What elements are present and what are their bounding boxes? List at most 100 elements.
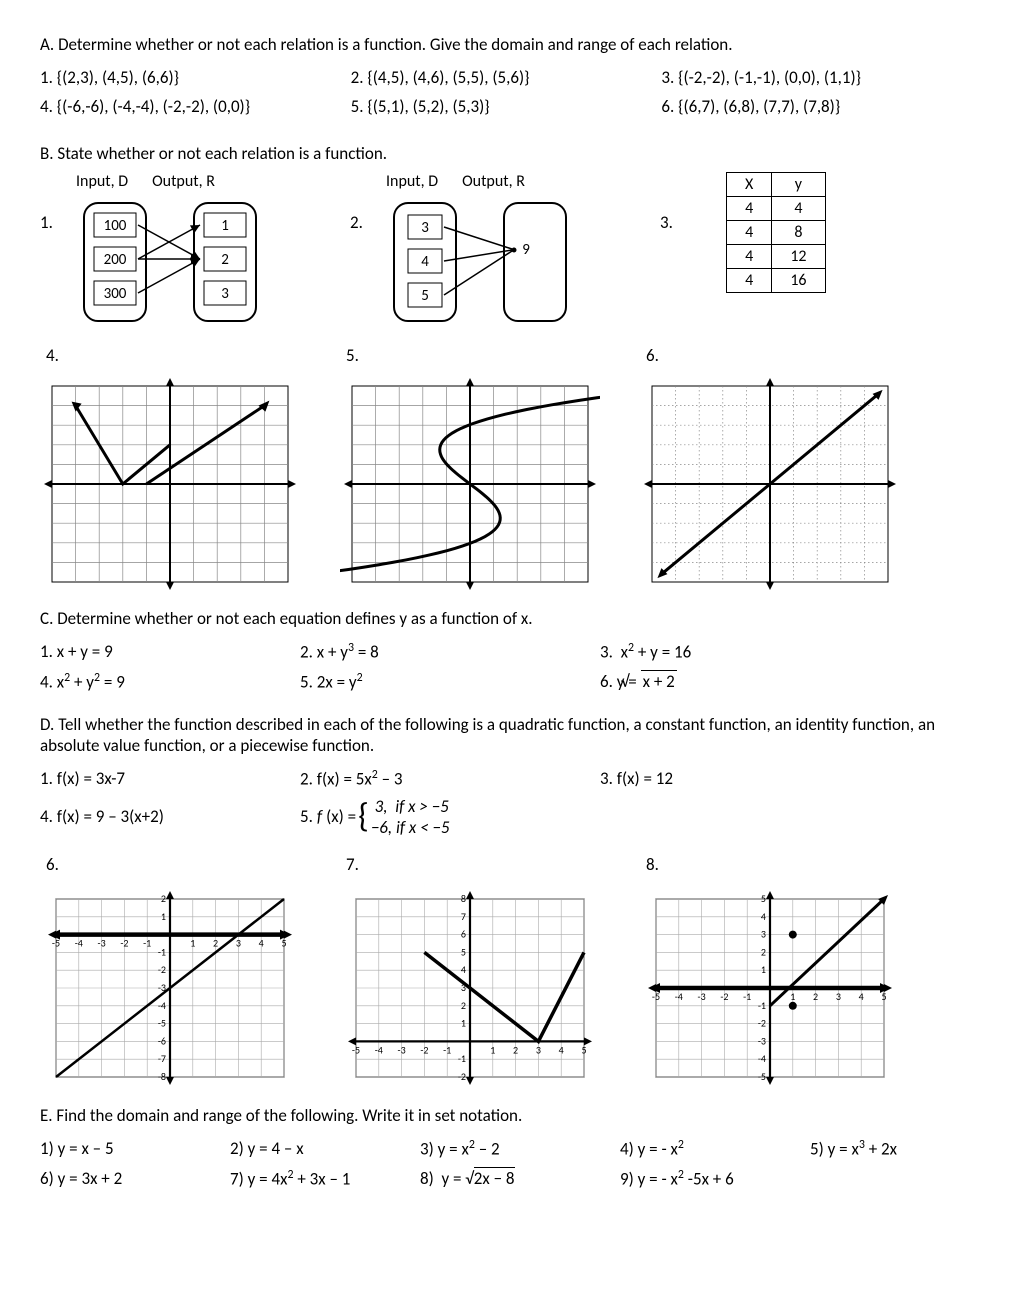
e1: 1) y = x – 5 xyxy=(40,1138,230,1159)
svg-text:1: 1 xyxy=(190,937,195,950)
b3-th-x: X xyxy=(727,173,772,197)
svg-text:4: 4 xyxy=(559,1043,564,1056)
section-d-title: D. Tell whether the function described i… xyxy=(40,714,972,756)
c6: 6. y = x + 2√ xyxy=(600,671,972,692)
svg-text:5: 5 xyxy=(581,1043,586,1056)
svg-text:5: 5 xyxy=(281,937,286,950)
svg-text:-2: -2 xyxy=(720,990,728,1003)
svg-text:-5: -5 xyxy=(758,1070,766,1083)
section-b: B. State whether or not each relation is… xyxy=(40,143,972,594)
svg-text:-4: -4 xyxy=(675,990,683,1003)
section-e-title: E. Find the domain and range of the foll… xyxy=(40,1105,972,1126)
svg-text:8: 8 xyxy=(461,892,466,905)
svg-text:-1: -1 xyxy=(758,999,766,1012)
svg-text:4: 4 xyxy=(859,990,864,1003)
b1-in-0: 100 xyxy=(104,217,127,235)
a-item-4: 4. {(-6,-6), (-4,-4), (-2,-2), (0,0)} xyxy=(40,96,351,117)
svg-text:4: 4 xyxy=(761,910,766,923)
section-c: C. Determine whether or not each equatio… xyxy=(40,608,972,696)
a-row-2: 4. {(-6,-6), (-4,-4), (-2,-2), (0,0)} 5.… xyxy=(40,92,972,121)
section-b-title: B. State whether or not each relation is… xyxy=(40,143,972,164)
b3-th-y: y xyxy=(772,173,825,197)
svg-text:5: 5 xyxy=(761,892,766,905)
svg-text:-4: -4 xyxy=(375,1043,383,1056)
e6: 6) y = 3x + 2 xyxy=(40,1168,230,1189)
svg-text:-7: -7 xyxy=(158,1052,166,1065)
b1-out-2: 3 xyxy=(221,285,229,303)
c4: 4. x2 + y2 = 9 xyxy=(40,671,300,693)
svg-text:5: 5 xyxy=(421,287,429,305)
svg-text:-1: -1 xyxy=(743,990,751,1003)
e5: 5) y = x3 + 2x xyxy=(810,1138,897,1160)
svg-text:-3: -3 xyxy=(398,1043,406,1056)
svg-text:3: 3 xyxy=(236,937,241,950)
d2: 2. f(x) = 5x2 – 3 xyxy=(300,768,600,790)
svg-text:1: 1 xyxy=(461,1017,466,1030)
b5-graph xyxy=(340,374,600,594)
b4-graph xyxy=(40,374,300,594)
b3-table: Xy 44 48 412 416 xyxy=(726,172,826,293)
svg-text:-1: -1 xyxy=(158,945,166,958)
b1-out-0: 1 xyxy=(221,217,229,235)
svg-text:-3: -3 xyxy=(698,990,706,1003)
b5-label: 5. xyxy=(346,345,600,366)
d6-graph: -5-4-3-2-112345-8-7-6-5-4-3-2-112 xyxy=(40,883,300,1093)
svg-text:1: 1 xyxy=(161,910,166,923)
section-a-title: A. Determine whether or not each relatio… xyxy=(40,34,972,55)
c5: 5. 2x = y2 xyxy=(300,671,600,693)
a-row-1: 1. {(2,3), (4,5), (6,6)} 2. {(4,5), (4,6… xyxy=(40,63,972,92)
d8-label: 8. xyxy=(646,854,900,875)
section-c-title: C. Determine whether or not each equatio… xyxy=(40,608,972,629)
svg-text:1: 1 xyxy=(490,1043,495,1056)
c2: 2. x + y3 = 8 xyxy=(300,641,600,663)
svg-text:-3: -3 xyxy=(98,937,106,950)
svg-text:-5: -5 xyxy=(352,1043,360,1056)
svg-text:2: 2 xyxy=(761,945,766,958)
d5: 5. f(x) = { 3, if x > −5 −6, if x < −5 xyxy=(300,796,700,838)
e9: 9) y = - x2 -5x + 6 xyxy=(620,1168,734,1190)
svg-text:4: 4 xyxy=(461,963,466,976)
svg-text:2: 2 xyxy=(813,990,818,1003)
svg-text:-5: -5 xyxy=(158,1017,166,1030)
a-item-5: 5. {(5,1), (5,2), (5,3)} xyxy=(351,96,662,117)
c1: 1. x + y = 9 xyxy=(40,641,300,662)
svg-text:-1: -1 xyxy=(143,937,151,950)
svg-text:6: 6 xyxy=(461,928,466,941)
b2-output-label: Output, R xyxy=(462,172,525,191)
d1: 1. f(x) = 3x-7 xyxy=(40,768,300,789)
e2: 2) y = 4 – x xyxy=(230,1138,420,1159)
svg-text:-4: -4 xyxy=(758,1052,766,1065)
svg-text:-6: -6 xyxy=(158,1034,166,1047)
a-item-3: 3. {(-2,-2), (-1,-1), (0,0), (1,1)} xyxy=(661,67,972,88)
d8-graph: -5-4-3-2-112345-5-4-3-2-112345 xyxy=(640,883,900,1093)
b6-label: 6. xyxy=(646,345,900,366)
svg-text:2: 2 xyxy=(513,1043,518,1056)
b1-out-1: 2 xyxy=(221,251,229,269)
svg-text:-2: -2 xyxy=(158,963,166,976)
svg-text:3: 3 xyxy=(836,990,841,1003)
svg-text:1: 1 xyxy=(790,990,795,1003)
b2-label: 2. xyxy=(350,172,386,233)
b4-label: 4. xyxy=(46,345,300,366)
b1-mapping-diagram: 100 200 300 1 2 3 xyxy=(76,197,266,327)
section-d: D. Tell whether the function described i… xyxy=(40,714,972,1093)
e8: 8) y = √2x − 8 xyxy=(420,1168,620,1189)
d4: 4. f(x) = 9 – 3(x+2) xyxy=(40,806,300,827)
b6-graph xyxy=(640,374,900,594)
e7: 7) y = 4x2 + 3x – 1 xyxy=(230,1168,420,1190)
b1-in-1: 200 xyxy=(104,251,127,269)
svg-text:-2: -2 xyxy=(458,1070,466,1083)
a-item-2: 2. {(4,5), (4,6), (5,5), (5,6)} xyxy=(351,67,662,88)
b1-label: 1. xyxy=(40,172,76,233)
e3: 3) y = x2 – 2 xyxy=(420,1138,620,1160)
svg-text:4: 4 xyxy=(421,253,429,271)
svg-text:3: 3 xyxy=(421,219,429,237)
d7-label: 7. xyxy=(346,854,600,875)
b1-output-label: Output, R xyxy=(152,172,215,191)
svg-text:9: 9 xyxy=(522,241,530,259)
svg-text:2: 2 xyxy=(213,937,218,950)
svg-text:4: 4 xyxy=(259,937,264,950)
svg-text:5: 5 xyxy=(461,945,466,958)
d6-label: 6. xyxy=(46,854,300,875)
section-a: A. Determine whether or not each relatio… xyxy=(40,34,972,121)
